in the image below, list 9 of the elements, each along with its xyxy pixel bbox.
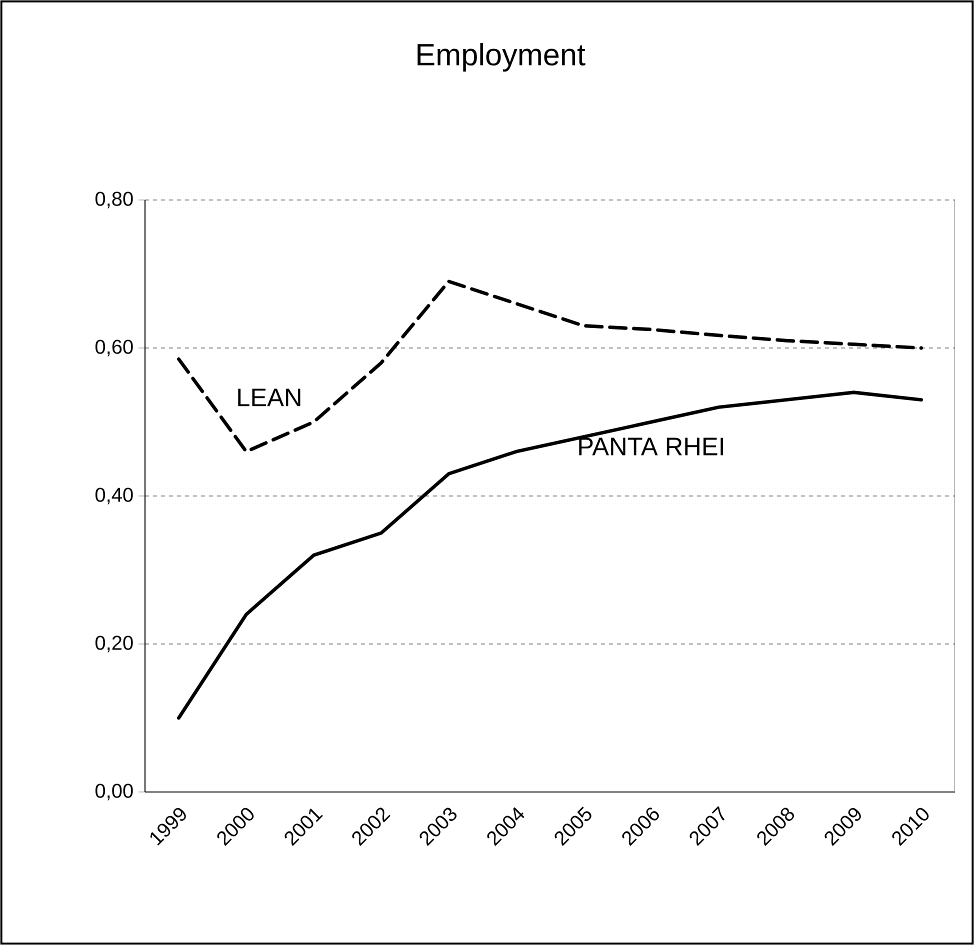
chart-title: Employment [418, 43, 586, 72]
y-tick-label: 0,80 [95, 192, 133, 208]
y-tick-label: 0,20 [95, 636, 133, 652]
y-tick-label: 0,40 [95, 488, 133, 504]
series-label: LEAN [238, 388, 300, 406]
y-tick-label: 0,60 [95, 340, 133, 356]
y-tick-label: 0,00 [95, 784, 133, 800]
line-series [177, 280, 923, 454]
series-label: PANTA RHEI [579, 438, 724, 456]
